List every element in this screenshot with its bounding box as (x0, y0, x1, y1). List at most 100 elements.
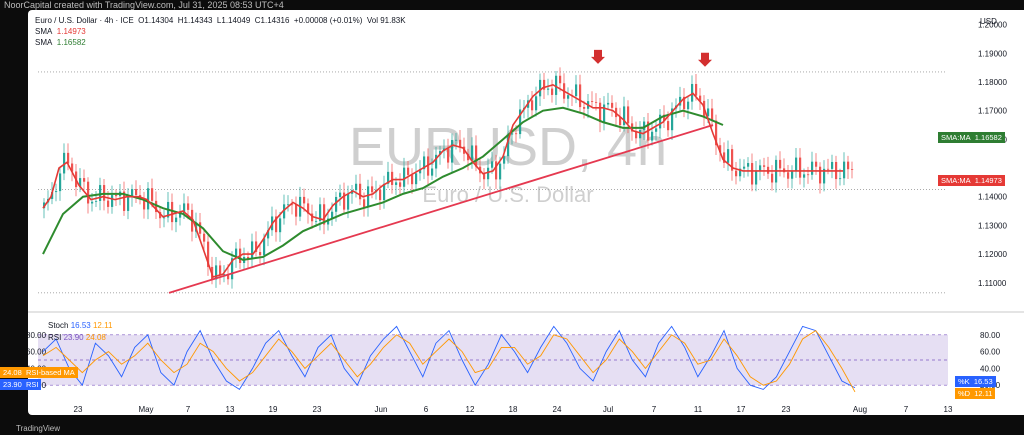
candle-body (663, 114, 666, 122)
candle-body (715, 120, 718, 146)
candle-body (515, 133, 518, 135)
sma-slow-value: 1.16582 (56, 38, 86, 47)
candle-body (403, 167, 406, 187)
osc-left-tick: 60.00 (28, 348, 47, 357)
x-tick-label: 18 (509, 405, 518, 414)
candle-body (659, 114, 662, 129)
x-tick-label: Jun (375, 405, 388, 414)
candle-body (399, 182, 402, 187)
candle-body (599, 102, 602, 123)
candle-body (579, 84, 582, 108)
currency-label: USD (980, 17, 997, 26)
sma-slow-price-badge: SMA:MA 1.16582 (938, 132, 1005, 143)
candle-body (455, 139, 458, 141)
candle-body (619, 117, 622, 126)
x-tick-label: 11 (694, 405, 703, 414)
candle-body (679, 96, 682, 106)
candle-body (607, 102, 610, 105)
candle-body (419, 169, 422, 174)
stoch-d-line (42, 329, 856, 393)
y-tick-label: 1.11000 (978, 279, 1007, 288)
candle-body (255, 241, 258, 253)
stoch-legend[interactable]: Stoch 16.53 12.11 (48, 321, 113, 330)
candle-body (787, 172, 790, 179)
candle-body (851, 169, 854, 170)
osc-left-tick: 80.00 (28, 331, 47, 340)
candle-body (331, 211, 334, 219)
candle-body (411, 174, 414, 185)
candle-body (735, 170, 738, 177)
down-arrow-marker-0 (591, 49, 605, 64)
candle-body (295, 204, 298, 217)
candle-body (355, 183, 358, 191)
candle-body (339, 192, 342, 197)
candle-body (155, 200, 158, 213)
x-tick-label: 23 (74, 405, 83, 414)
candle-body (175, 217, 178, 223)
candle-body (107, 200, 110, 207)
candle-body (147, 188, 150, 210)
candle-body (751, 163, 754, 185)
candle-body (827, 168, 830, 170)
candle-body (143, 199, 146, 210)
candle-body (91, 201, 94, 204)
candle-body (707, 108, 710, 117)
candle-body (311, 213, 314, 222)
osc-y-tick: 80.00 (980, 331, 1001, 340)
sma-fast-line (42, 83, 843, 279)
candle-body (163, 217, 166, 219)
candle-body (99, 185, 102, 201)
symbol-line: Euro / U.S. Dollar · 4h · ICE (35, 16, 134, 25)
candle-body (227, 274, 230, 280)
sma-slow-line (42, 106, 724, 261)
x-tick-label: 7 (652, 405, 657, 414)
y-tick-label: 1.17000 (978, 107, 1007, 116)
candle-body (291, 204, 294, 206)
candle-body (591, 101, 594, 102)
candle-body (307, 203, 310, 214)
candle-body (471, 145, 474, 161)
candle-body (327, 218, 330, 225)
rsi-legend[interactable]: RSI 23.90 24.08 (48, 333, 106, 342)
candle-body (539, 79, 542, 97)
window-title: NoorCapital created with TradingView.com… (4, 0, 284, 10)
ohlc-high: H1.14343 (177, 16, 213, 25)
candle-body (179, 213, 182, 218)
candle-body (415, 173, 418, 185)
x-tick-label: 19 (269, 405, 278, 414)
candle-body (127, 196, 130, 211)
candle-body (459, 139, 462, 147)
candle-body (687, 101, 690, 110)
candle-body (231, 258, 234, 280)
candle-body (451, 140, 454, 163)
candle-body (247, 256, 250, 259)
candle-body (739, 168, 742, 177)
candle-body (555, 75, 558, 95)
symbol-legend: Euro / U.S. Dollar · 4h · ICE O1.14304 H… (35, 16, 406, 25)
candle-body (635, 131, 638, 139)
x-tick-label: Aug (853, 405, 867, 414)
chart-panel[interactable]: EURUSD, 4h Euro / U.S. Dollar 1.20000 1.190… (0, 10, 1024, 415)
x-tick-label: 23 (313, 405, 322, 414)
candle-body (219, 265, 222, 275)
candle-body (335, 196, 338, 212)
candle-body (763, 165, 766, 167)
tradingview-logo: TradingView (16, 424, 61, 433)
candle-body (667, 121, 670, 131)
candle-body (603, 104, 606, 123)
candle-body (303, 196, 306, 204)
candle-body (487, 167, 490, 180)
candle-body (499, 163, 502, 180)
candle-body (427, 156, 430, 176)
candle-body (171, 201, 174, 223)
sma-fast-legend[interactable]: SMA 1.14973 (35, 27, 86, 36)
candle-body (747, 163, 750, 167)
y-tick-label: 1.20000 (978, 21, 1007, 30)
candle-body (123, 191, 126, 211)
x-tick-label: 13 (226, 405, 235, 414)
candle-body (259, 252, 262, 256)
sma-fast-value: 1.14973 (56, 27, 86, 36)
sma-slow-legend[interactable]: SMA 1.16582 (35, 38, 86, 47)
candle-body (71, 163, 74, 172)
